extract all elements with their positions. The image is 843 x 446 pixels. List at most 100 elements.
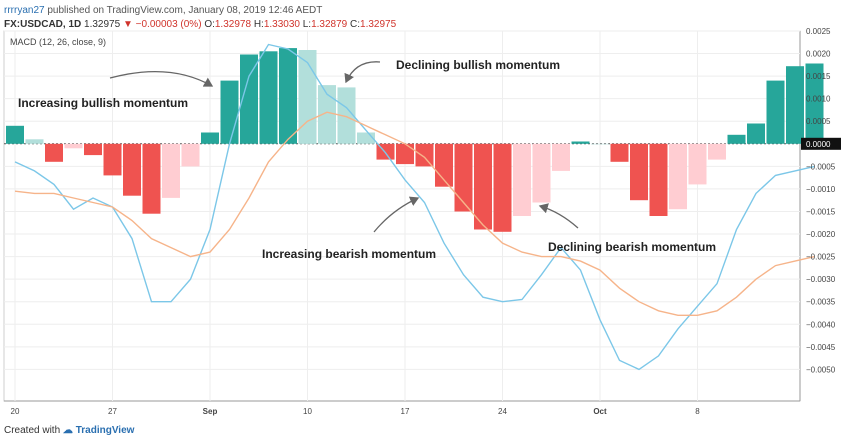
histogram-bar bbox=[747, 123, 765, 144]
histogram-bar bbox=[201, 132, 219, 144]
footer: Created with ☁ TradingView bbox=[4, 425, 134, 436]
y-tick-label: −0.0045 bbox=[806, 343, 836, 352]
y-tick-label: 0.0010 bbox=[806, 95, 831, 104]
histogram-bar bbox=[162, 143, 180, 198]
y-tick-label: 0.0025 bbox=[806, 27, 831, 36]
open-label: O: bbox=[204, 19, 215, 30]
tradingview-brand[interactable]: TradingView bbox=[75, 425, 135, 436]
x-tick-label: 10 bbox=[303, 407, 312, 416]
annotation-increasing-bearish: Increasing bearish momentum bbox=[262, 247, 436, 261]
high-label: H: bbox=[253, 19, 264, 30]
indicator-label[interactable]: MACD (12, 26, close, 9) bbox=[10, 37, 106, 47]
histogram-bar bbox=[337, 87, 356, 144]
symbol-line: FX:USDCAD, 1D 1.32975 ▼ −0.00003 (0%) O:… bbox=[4, 18, 396, 32]
y-axis: 0.0025 0.0020 0.0015 0.0010 0.0005 −0.0005 −0.… bbox=[801, 27, 841, 374]
y-tick-label: −0.0020 bbox=[806, 230, 836, 239]
y-tick-label: 0.0020 bbox=[806, 50, 831, 59]
chart-header: rrrryan27 published on TradingView.com, … bbox=[4, 4, 396, 32]
x-tick-label: 27 bbox=[108, 407, 117, 416]
y-tick-label: −0.0030 bbox=[806, 275, 836, 284]
x-tick-label: 24 bbox=[498, 407, 507, 416]
histogram-bar bbox=[396, 143, 414, 165]
x-tick-label: Sep bbox=[203, 407, 218, 416]
y-tick-label: −0.0025 bbox=[806, 253, 836, 262]
macd-line bbox=[14, 43, 815, 371]
histogram-bar bbox=[474, 143, 492, 230]
last-price: 1.32975 bbox=[84, 19, 121, 30]
annotation-declining-bullish: Declining bullish momentum bbox=[396, 58, 560, 72]
histogram-bar bbox=[45, 143, 63, 162]
histogram-bar bbox=[786, 66, 804, 144]
histogram-bar bbox=[552, 143, 570, 171]
macd-lines bbox=[14, 43, 815, 371]
y-tick-label: −0.0015 bbox=[806, 208, 836, 217]
y-tick-label: −0.0010 bbox=[806, 185, 836, 194]
y-tick-label: −0.0035 bbox=[806, 298, 836, 307]
current-value-badge bbox=[801, 137, 841, 150]
publish-line: rrrryan27 published on TradingView.com, … bbox=[4, 4, 396, 18]
y-tick-label: 0.0015 bbox=[806, 72, 831, 81]
plot-area[interactable] bbox=[3, 30, 801, 402]
histogram-bar bbox=[103, 143, 122, 176]
low-label: L: bbox=[302, 19, 312, 30]
arrow-declining-bullish bbox=[344, 61, 381, 84]
histogram-bar bbox=[64, 143, 83, 149]
histogram-bar bbox=[727, 134, 746, 144]
y-tick-label: −0.0050 bbox=[806, 365, 836, 374]
y-tick-label: −0.0040 bbox=[806, 320, 836, 329]
low-value: 1.32879 bbox=[311, 19, 348, 30]
histogram-bar bbox=[532, 143, 551, 203]
histogram-bar bbox=[181, 143, 200, 167]
histogram-bar bbox=[259, 51, 278, 144]
arrow-increasing-bearish bbox=[373, 196, 420, 233]
histogram-bar bbox=[142, 143, 161, 214]
annotation-declining-bearish: Declining bearish momentum bbox=[548, 240, 716, 254]
histogram-bar bbox=[805, 63, 824, 144]
histogram-bar bbox=[123, 143, 141, 196]
histogram-bar bbox=[6, 125, 24, 144]
histogram-bar bbox=[688, 143, 707, 185]
open-value: 1.32978 bbox=[214, 19, 252, 30]
histogram-bar bbox=[25, 139, 44, 144]
signal-line bbox=[14, 111, 815, 316]
annotation-arrows bbox=[109, 61, 579, 233]
current-value-label: 0.0000 bbox=[806, 140, 831, 149]
y-tick-label: −0.0005 bbox=[806, 162, 836, 171]
x-tick-label: 8 bbox=[695, 407, 700, 416]
histogram-bar bbox=[318, 85, 336, 144]
x-tick-label: Oct bbox=[593, 407, 607, 416]
symbol-label[interactable]: FX:USDCAD, 1D bbox=[4, 19, 82, 30]
histogram-bar bbox=[610, 143, 629, 162]
histogram-bar bbox=[493, 143, 512, 232]
histogram-bar bbox=[454, 143, 473, 212]
close-label: C: bbox=[350, 19, 361, 30]
created-with-label: Created with bbox=[4, 425, 61, 436]
histogram-bar bbox=[357, 132, 375, 144]
histogram-bar bbox=[649, 143, 668, 216]
histogram-bar bbox=[591, 143, 609, 145]
histogram-bar bbox=[220, 80, 239, 144]
x-axis: 20 27 Sep 10 17 24 Oct 8 bbox=[11, 407, 701, 416]
histogram-bar bbox=[766, 80, 785, 144]
histogram-bar bbox=[298, 50, 317, 144]
author-link[interactable]: rrrryan27 bbox=[4, 5, 45, 16]
y-tick-label: 0.0005 bbox=[806, 117, 831, 126]
publish-info: published on TradingView.com, January 08… bbox=[47, 5, 323, 16]
histogram-bar bbox=[415, 143, 434, 167]
histogram-bar bbox=[435, 143, 453, 187]
histogram-bar bbox=[513, 143, 531, 216]
annotation-increasing-bullish: Increasing bullish momentum bbox=[18, 96, 188, 110]
arrow-declining-bearish bbox=[538, 203, 579, 229]
histogram-bar bbox=[279, 48, 297, 144]
histogram-bar bbox=[669, 143, 687, 210]
histogram-bar bbox=[240, 54, 258, 144]
price-change: −0.00003 (0%) bbox=[135, 19, 202, 30]
high-value: 1.33030 bbox=[263, 19, 300, 30]
histogram-bar bbox=[708, 143, 726, 160]
down-arrow-icon: ▼ bbox=[122, 19, 133, 30]
x-tick-label: 20 bbox=[11, 407, 20, 416]
histogram-bar bbox=[630, 143, 648, 201]
histogram-bar bbox=[571, 141, 590, 144]
close-value: 1.32975 bbox=[360, 19, 397, 30]
